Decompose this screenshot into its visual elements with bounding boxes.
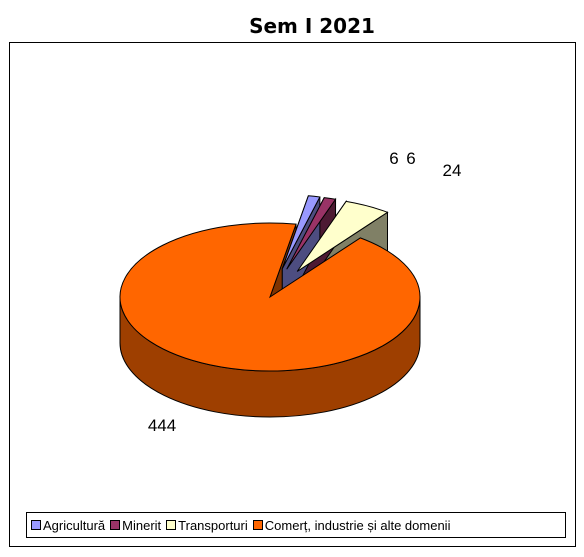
chart-title: Sem I 2021 — [249, 14, 375, 38]
legend-item: Agricultură — [31, 518, 105, 533]
legend-item: Transporturi — [166, 518, 248, 533]
data-label: 444 — [148, 416, 176, 435]
legend-label: Agricultură — [43, 517, 106, 533]
legend-swatch — [252, 520, 263, 530]
legend-item: Comerț, industrie și alte domenii — [252, 517, 451, 533]
pie-slice — [296, 200, 389, 272]
data-label: 24 — [443, 161, 462, 180]
legend-swatch — [166, 520, 177, 530]
legend-label: Transporturi — [178, 517, 248, 533]
legend-item: Minerit — [110, 518, 161, 533]
pie-slice — [286, 197, 337, 270]
legend-swatch — [31, 520, 41, 530]
legend-label: Minerit — [122, 517, 162, 533]
chart-legend: Agricultură Minerit Transporturi Comerț, in… — [26, 512, 566, 538]
pie-slice — [119, 222, 421, 372]
pie-tops — [119, 195, 421, 372]
legend-swatch — [110, 520, 121, 530]
pie-slice — [281, 195, 321, 269]
data-label: 6 — [406, 149, 415, 168]
data-label: 6 — [389, 149, 398, 168]
legend-label: Comerț, industrie și alte domenii — [264, 517, 451, 533]
